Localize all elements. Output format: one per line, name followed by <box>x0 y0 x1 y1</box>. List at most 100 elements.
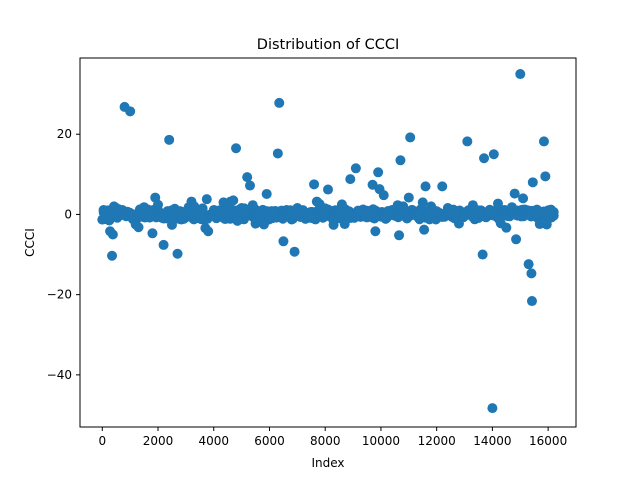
data-point <box>272 148 283 159</box>
data-point <box>541 219 552 230</box>
data-point <box>538 136 549 147</box>
data-point <box>477 249 488 260</box>
x-tick-label: 2000 <box>143 434 174 448</box>
data-point <box>203 226 214 237</box>
data-point <box>328 219 339 230</box>
data-point <box>242 172 253 183</box>
data-point <box>403 192 414 203</box>
x-tick-label: 8000 <box>310 434 341 448</box>
data-point <box>501 222 512 233</box>
data-point <box>453 218 464 229</box>
data-point <box>139 202 150 213</box>
data-point <box>133 222 144 233</box>
data-point <box>370 226 381 237</box>
data-point <box>247 200 258 211</box>
data-point <box>144 212 155 223</box>
data-point <box>518 193 529 204</box>
data-point <box>125 106 136 117</box>
data-point <box>147 228 158 239</box>
data-point <box>459 207 470 218</box>
data-point <box>256 207 267 218</box>
data-point <box>228 195 239 206</box>
data-point <box>492 198 503 209</box>
data-point <box>244 180 255 191</box>
data-point <box>153 199 164 210</box>
data-point <box>197 203 208 214</box>
data-point <box>398 201 409 212</box>
data-point <box>232 215 243 226</box>
data-point <box>431 206 442 217</box>
data-point <box>250 218 261 229</box>
y-tick-label: 0 <box>64 207 72 221</box>
data-point <box>289 246 300 257</box>
data-points <box>98 69 559 414</box>
data-point <box>283 208 294 219</box>
chart-title: Distribution of CCCI <box>257 37 399 53</box>
data-point <box>164 134 175 145</box>
data-point <box>405 132 416 143</box>
data-point <box>194 211 205 222</box>
data-point <box>239 203 250 214</box>
data-point <box>381 213 392 224</box>
data-point <box>189 201 200 212</box>
data-point <box>278 236 289 247</box>
data-point <box>373 167 384 178</box>
data-point <box>258 219 269 230</box>
data-point <box>169 203 180 214</box>
data-point <box>511 234 522 245</box>
data-point <box>506 202 517 213</box>
data-point <box>515 69 526 80</box>
x-axis-title: Index <box>311 456 344 470</box>
data-point <box>155 212 166 223</box>
data-point <box>394 230 405 241</box>
data-point <box>231 143 242 154</box>
data-point <box>378 190 389 201</box>
x-tick-label: 12000 <box>418 434 456 448</box>
x-axis-ticks: 0 2000 4000 6000 8000 10000 12000 14000 16000 <box>98 427 567 448</box>
x-tick-label: 4000 <box>198 434 229 448</box>
data-point <box>473 205 484 216</box>
data-point <box>107 250 118 261</box>
data-point <box>267 207 278 218</box>
data-point <box>345 174 356 185</box>
data-point <box>261 188 272 199</box>
data-point <box>523 259 534 270</box>
data-point <box>488 149 499 160</box>
data-point <box>214 205 225 216</box>
data-point <box>274 97 285 108</box>
data-point <box>484 206 495 217</box>
x-tick-label: 0 <box>98 434 106 448</box>
data-point <box>339 219 350 230</box>
data-point <box>448 204 459 215</box>
data-point <box>309 179 320 190</box>
data-point <box>158 239 169 250</box>
data-point <box>548 207 559 218</box>
data-point <box>526 268 537 279</box>
data-point <box>412 211 423 222</box>
x-tick-label: 6000 <box>254 434 285 448</box>
data-point <box>323 184 333 195</box>
y-tick-label: −20 <box>47 288 72 302</box>
x-tick-label: 16000 <box>529 434 567 448</box>
x-tick-label: 10000 <box>362 434 400 448</box>
data-point <box>462 136 473 147</box>
plot-frame <box>79 57 577 428</box>
data-point <box>527 177 538 188</box>
data-point <box>362 205 373 216</box>
data-point <box>111 203 122 214</box>
data-point <box>437 181 448 192</box>
y-axis-ticks: −40 −20 0 20 <box>47 127 80 382</box>
data-point <box>509 188 520 199</box>
data-point <box>320 203 331 214</box>
data-point <box>395 155 406 166</box>
y-axis-title: CCCI <box>23 228 37 257</box>
data-point <box>417 197 428 208</box>
data-point <box>172 248 183 259</box>
y-tick-label: −40 <box>47 368 72 382</box>
x-tick-label: 14000 <box>473 434 511 448</box>
data-point <box>479 153 490 164</box>
y-tick-label: 20 <box>57 127 72 141</box>
data-point <box>306 213 317 224</box>
data-point <box>350 163 361 174</box>
data-point <box>526 296 537 307</box>
